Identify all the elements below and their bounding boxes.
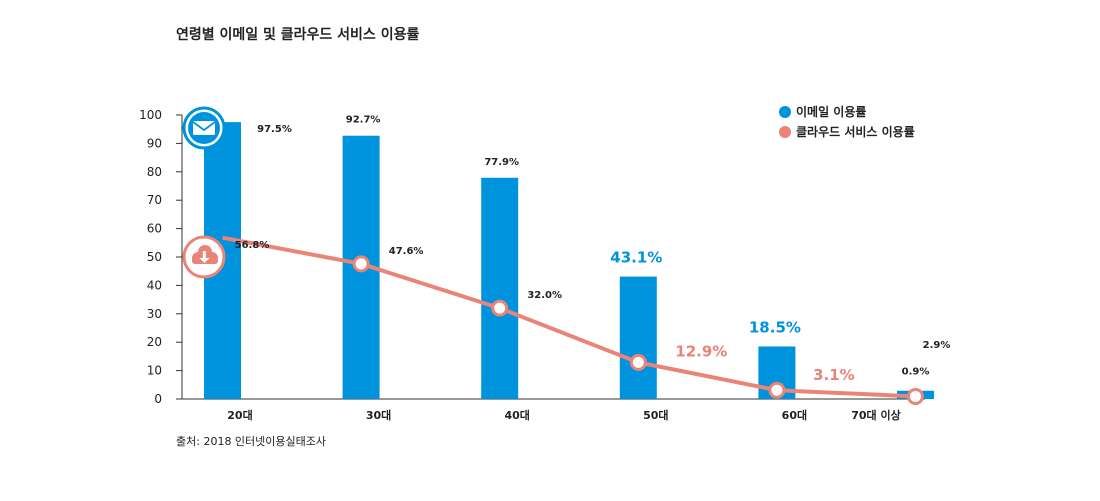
legend-label: 클라우드 서비스 이용률 [796, 124, 915, 139]
chart-title: 연령별 이메일 및 클라우드 서비스 이용률 [176, 27, 420, 43]
cloud-point [907, 387, 924, 405]
envelope-icon [192, 121, 216, 135]
line-value-label: 32.0% [527, 290, 562, 301]
email-badge [182, 106, 226, 150]
y-tick-label: 0 [154, 392, 162, 406]
y-tick-label: 10 [147, 364, 162, 378]
cloud-point [491, 299, 509, 317]
x-tick-label: 50대 [643, 408, 668, 422]
bar-value-label: 77.9% [484, 157, 519, 168]
cloud-badge [182, 235, 226, 279]
cloud-download-icon [192, 245, 218, 264]
source-note: 출처: 2018 인터넷이용실태조사 [176, 435, 327, 448]
cloud-point [768, 381, 786, 399]
bar-value-label: 18.5% [749, 318, 801, 336]
y-tick-label: 20 [147, 335, 162, 349]
cloud-point [352, 255, 370, 273]
x-tick-label: 20대 [227, 408, 252, 422]
y-tick-label: 70 [147, 193, 162, 207]
bar-value-label: 43.1% [610, 249, 662, 267]
y-tick-label: 30 [147, 307, 162, 321]
bar-value-label: 92.7% [346, 115, 381, 126]
cloud-line [222, 235, 916, 399]
y-tick-label: 40 [147, 278, 162, 292]
bar-value-label: 97.5% [257, 124, 292, 135]
line-value-label: 56.8% [235, 240, 270, 251]
bar-email [619, 276, 657, 399]
line-value-label: 12.9% [675, 342, 727, 360]
line-value-label: 47.6% [389, 246, 424, 257]
legend-label: 이메일 이용률 [796, 104, 866, 119]
line-value-label: 0.9% [902, 366, 930, 377]
x-tick-label: 60대 [782, 408, 807, 422]
x-tick-label: 70대 이상 [851, 408, 901, 422]
x-tick-label: 40대 [504, 408, 529, 422]
y-tick-label: 50 [147, 250, 162, 264]
x-tick-label: 30대 [366, 408, 391, 422]
line-value-label: 3.1% [813, 366, 855, 384]
y-tick-label: 80 [147, 165, 162, 179]
bar-value-label: 2.9% [923, 340, 951, 351]
y-tick-label: 90 [147, 136, 162, 150]
bar-email [481, 177, 519, 399]
y-tick-label: 100 [139, 108, 162, 122]
legend-swatch [779, 126, 791, 138]
y-tick-label: 60 [147, 222, 162, 236]
cloud-point [629, 353, 647, 371]
legend-swatch [779, 106, 791, 118]
